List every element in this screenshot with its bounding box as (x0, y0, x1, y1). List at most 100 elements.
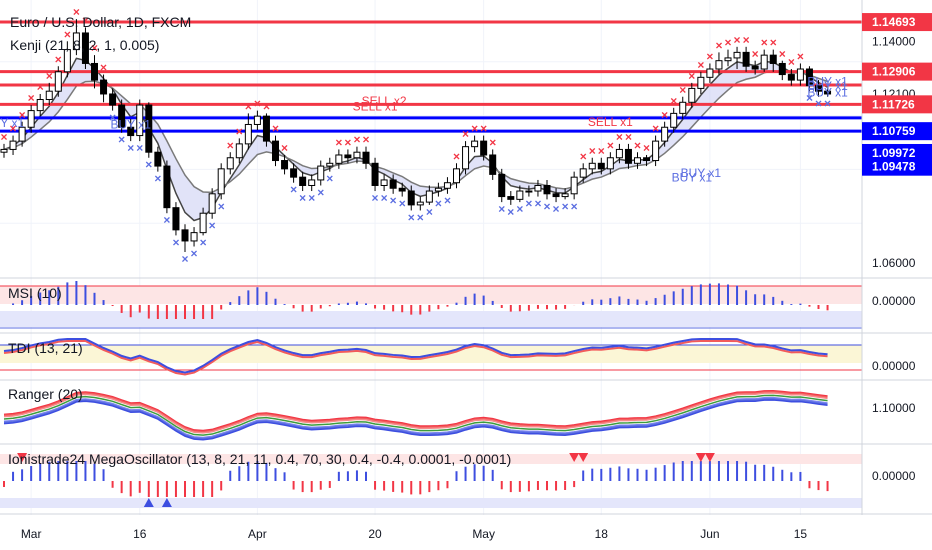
candle-body[interactable] (697, 76, 705, 89)
candle-body[interactable] (787, 74, 795, 81)
candle-body[interactable] (100, 79, 108, 95)
candle-body[interactable] (606, 157, 614, 170)
candle-body[interactable] (815, 85, 822, 92)
candle-body[interactable] (253, 115, 261, 125)
candle-body[interactable] (308, 179, 316, 186)
candle-body[interactable] (290, 168, 298, 178)
candle-body[interactable] (453, 168, 460, 184)
candle-body[interactable] (661, 126, 669, 142)
candle-body[interactable] (679, 101, 687, 114)
price-axis[interactable]: 1.140001.121001.0600010:44:531.146931.12… (861, 0, 932, 515)
price-tag[interactable] (862, 95, 932, 114)
candle-body[interactable] (181, 229, 189, 242)
time-axis[interactable]: Mar 16 Apr 20 May 18 Jun 15 (21, 527, 808, 541)
candle-body[interactable] (760, 54, 768, 70)
candle-body[interactable] (262, 115, 270, 142)
candle-body[interactable] (634, 157, 641, 164)
price-tag[interactable] (862, 143, 932, 162)
price-tag[interactable] (862, 157, 932, 176)
candle-body[interactable] (597, 162, 605, 170)
candle-body[interactable] (45, 90, 53, 101)
candle-body[interactable] (769, 54, 777, 64)
candle-body[interactable] (805, 68, 813, 87)
candle-body[interactable] (380, 179, 388, 186)
candle-body[interactable] (507, 196, 515, 200)
candle-body[interactable] (81, 32, 89, 64)
candle-body[interactable] (742, 51, 750, 67)
candle-body[interactable] (498, 173, 506, 198)
candle-body[interactable] (534, 184, 542, 192)
candle-body[interactable] (778, 62, 786, 76)
candle-body[interactable] (525, 190, 533, 193)
candle-body[interactable] (226, 157, 234, 170)
candle-body[interactable] (398, 187, 406, 192)
candle-body[interactable] (462, 146, 470, 170)
candle-body[interactable] (561, 193, 569, 198)
candle-body[interactable] (489, 154, 497, 175)
candle-body[interactable] (299, 176, 307, 186)
candle-body[interactable] (281, 160, 289, 170)
candle-body[interactable] (335, 154, 343, 164)
candle-body[interactable] (516, 190, 524, 200)
price-pane[interactable]: ××××××××××××××× ×××××× ××××××× × ××××× × ××× × ×… (0, 5, 862, 266)
candle-body[interactable] (244, 123, 252, 145)
candle-body[interactable] (615, 148, 623, 159)
candle-body[interactable] (434, 187, 442, 192)
candle-body[interactable] (443, 182, 451, 189)
candle-body[interactable] (715, 60, 723, 70)
candle-body[interactable] (688, 87, 696, 103)
msi-pane[interactable]: MSI (10) (0, 281, 862, 329)
candle-body[interactable] (217, 168, 225, 195)
candle-body[interactable] (172, 207, 180, 231)
pane-separators[interactable] (0, 277, 932, 515)
candle-body[interactable] (344, 154, 352, 159)
candle-body[interactable] (579, 168, 587, 178)
candle-body[interactable] (570, 176, 578, 195)
candle-body[interactable] (9, 140, 17, 150)
candle-body[interactable] (389, 179, 397, 189)
candle-body[interactable] (136, 104, 144, 137)
candle-body[interactable] (72, 32, 80, 51)
candle-body[interactable] (751, 65, 759, 70)
candle-body[interactable] (36, 99, 44, 112)
candle-body[interactable] (471, 140, 479, 148)
candle-body[interactable] (326, 162, 334, 167)
candle-body[interactable] (208, 193, 216, 214)
candle-body[interactable] (652, 140, 660, 162)
candle-body[interactable] (796, 68, 804, 81)
candle-body[interactable] (670, 112, 678, 128)
candle-body[interactable] (371, 162, 379, 186)
candle-body[interactable] (724, 57, 732, 62)
candle-body[interactable] (63, 49, 71, 73)
candle-body[interactable] (272, 140, 279, 162)
candle-body[interactable] (425, 190, 433, 203)
candle-body[interactable] (154, 151, 162, 167)
candle-body[interactable] (91, 62, 98, 81)
candle-body[interactable] (18, 126, 26, 142)
price-tag[interactable] (862, 62, 932, 81)
megaoscillator-pane[interactable]: Ionistrade24 MegaOscillator (13, 8, 21, … (0, 451, 862, 508)
candle-body[interactable] (27, 110, 35, 128)
candle-body[interactable] (552, 193, 560, 198)
candle-body[interactable] (317, 165, 325, 181)
candle-body[interactable] (588, 162, 596, 170)
candle-body[interactable] (407, 190, 415, 206)
candle-body[interactable] (706, 68, 714, 78)
price-tag[interactable] (862, 122, 932, 141)
candle-body[interactable] (54, 71, 62, 92)
candle-body[interactable] (163, 165, 171, 209)
tdi-pane[interactable]: TDI (13, 21) (0, 338, 862, 376)
candle-body[interactable] (480, 140, 488, 156)
candle-body[interactable] (543, 184, 551, 195)
candle-body[interactable] (362, 151, 370, 164)
candle-body[interactable] (127, 126, 135, 137)
candle-body[interactable] (624, 148, 632, 164)
candle-body[interactable] (824, 90, 832, 95)
candle-body[interactable] (109, 93, 117, 106)
candle-body[interactable] (199, 212, 207, 234)
ranger-pane[interactable]: Ranger (20) (3, 386, 828, 441)
candle-body[interactable] (353, 151, 361, 159)
candle-body[interactable] (416, 201, 424, 206)
candle-body[interactable] (118, 104, 126, 128)
